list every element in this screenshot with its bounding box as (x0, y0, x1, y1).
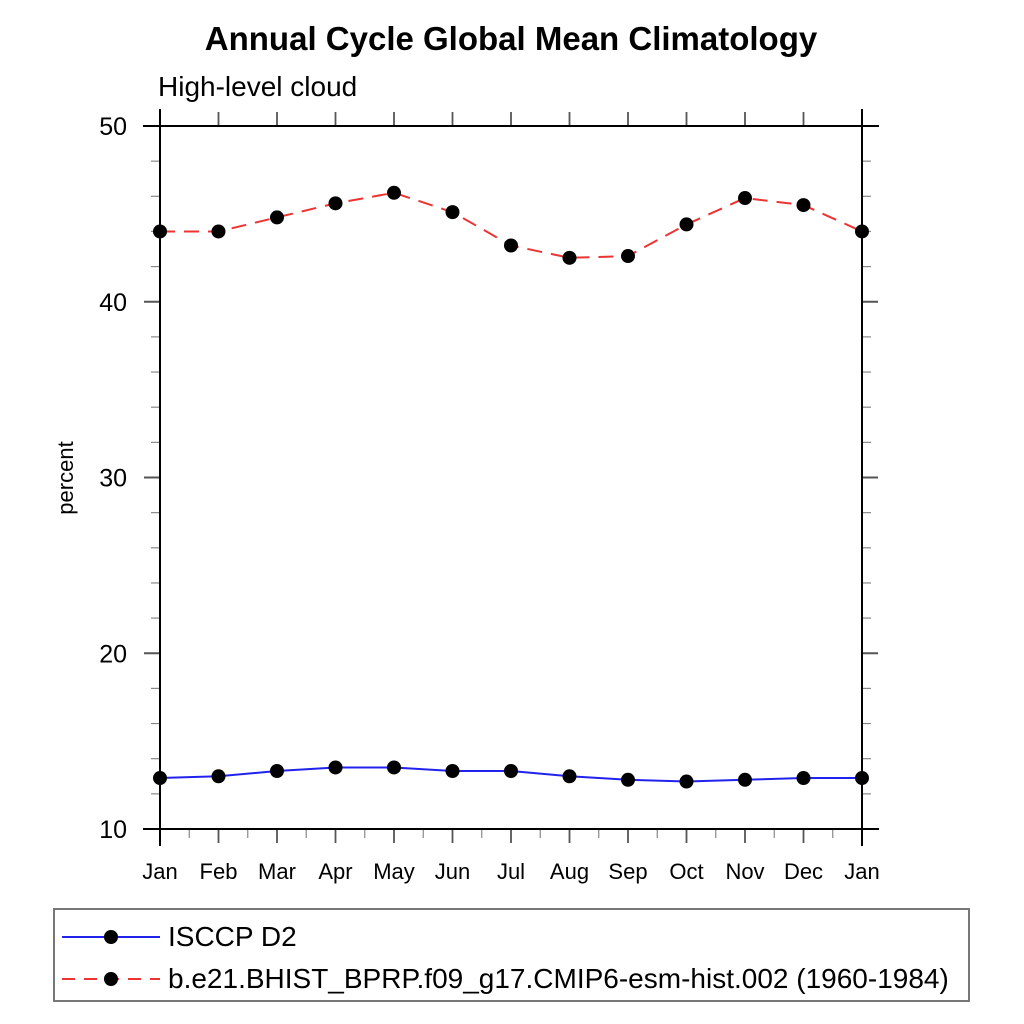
data-point (562, 250, 577, 265)
x-tick-label: May (373, 859, 415, 884)
data-point (504, 238, 518, 253)
data-point (153, 771, 167, 786)
data-point (621, 772, 635, 787)
legend-label-isccp-d2: ISCCP D2 (168, 921, 297, 952)
legend-label-cmip6: b.e21.BHIST_BPRP.f09_g17.CMIP6-esm-hist.… (168, 963, 949, 994)
data-point (270, 764, 284, 779)
legend-entry-isccp-d2: ISCCP D2 (60, 916, 968, 958)
legend-marker-dot (104, 930, 118, 944)
data-point (445, 764, 460, 779)
x-tick-label: Jan (844, 859, 879, 884)
data-point (621, 249, 635, 264)
x-tick-label: Jun (435, 859, 470, 884)
legend-marker-dot (104, 972, 118, 986)
x-tick-label: Jul (497, 859, 525, 884)
chart-subtitle: High-level cloud (158, 71, 358, 102)
axis-ticks (144, 112, 878, 843)
series-1 (153, 185, 869, 265)
data-point (153, 224, 167, 239)
data-point (387, 760, 401, 775)
series-0 (153, 760, 869, 789)
data-point (796, 771, 811, 786)
data-point (270, 210, 284, 225)
data-point (679, 774, 694, 789)
data-point (738, 191, 752, 206)
x-tick-label: Aug (550, 859, 589, 884)
data-point (562, 769, 577, 784)
x-tick-label: Feb (200, 859, 238, 884)
legend-box: ISCCP D2 b.e21.BHIST_BPRP.f09_g17.CMIP6-… (53, 908, 970, 1002)
x-tick-label: Oct (669, 859, 703, 884)
x-tick-label: Apr (318, 859, 352, 884)
chart-title: Annual Cycle Global Mean Climatology (204, 20, 818, 57)
y-tick-label: 10 (99, 816, 127, 844)
data-point (211, 769, 226, 784)
y-tick-label: 30 (99, 465, 127, 493)
legend-dashed-line-sample (62, 972, 160, 986)
x-tick-label: Sep (608, 859, 647, 884)
y-tick-label: 20 (99, 640, 127, 668)
data-point (855, 224, 869, 239)
y-tick-labels: 10 20 30 40 50 (99, 113, 127, 844)
x-tick-labels: Jan Feb Mar Apr May Jun Jul Aug Sep Oct Nov Dec Jan (142, 859, 879, 884)
legend-solid-line-sample (62, 930, 160, 944)
data-point (328, 760, 343, 775)
data-point (679, 217, 694, 232)
data-point (387, 185, 401, 200)
data-point (738, 772, 752, 787)
legend-entry-cmip6: b.e21.BHIST_BPRP.f09_g17.CMIP6-esm-hist.… (60, 958, 968, 1000)
data-point (328, 196, 343, 211)
x-tick-label: Mar (258, 859, 296, 884)
data-point (211, 224, 226, 239)
data-point (445, 205, 460, 220)
data-point (855, 771, 869, 786)
y-tick-label: 40 (99, 289, 127, 317)
y-tick-label: 50 (99, 113, 127, 141)
x-tick-label: Jan (142, 859, 177, 884)
data-point (796, 198, 811, 213)
axis-frame (143, 109, 879, 846)
x-tick-label: Nov (725, 859, 764, 884)
x-tick-label: Dec (784, 859, 823, 884)
data-point (504, 764, 518, 779)
